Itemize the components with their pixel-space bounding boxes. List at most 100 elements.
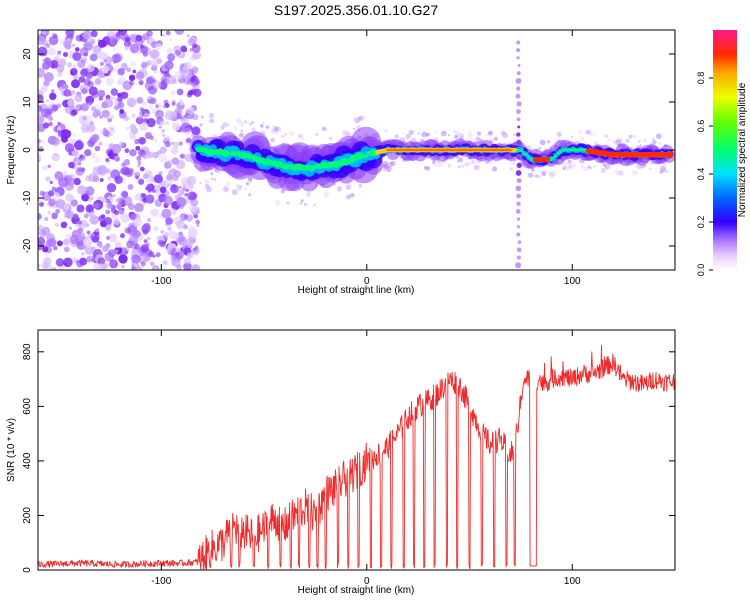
- noise-blob: [47, 47, 56, 56]
- noise-blob: [78, 76, 86, 83]
- noise-blob: [106, 235, 111, 240]
- noise-blob: [155, 252, 161, 258]
- noise-blob: [70, 90, 76, 95]
- noise-blob: [85, 204, 94, 213]
- ridge-scatter: [464, 156, 468, 160]
- noise-blob: [67, 99, 74, 107]
- noise-blob: [49, 180, 53, 185]
- noise-blob: [142, 153, 146, 158]
- noise-blob: [117, 79, 123, 85]
- noise-blob: [124, 36, 131, 43]
- ridge-scatter: [402, 132, 405, 135]
- noise-blob: [125, 126, 130, 131]
- noise-blob: [48, 198, 59, 209]
- ridge-scatter: [461, 165, 464, 168]
- noise-blob: [175, 159, 186, 170]
- noise-blob: [89, 38, 96, 45]
- noise-blob: [86, 230, 91, 235]
- noise-blob: [130, 81, 136, 87]
- ridge-blob: [529, 158, 533, 162]
- noise-blob: [192, 44, 201, 53]
- noise-blob: [129, 133, 136, 141]
- ridge-scatter: [270, 137, 275, 143]
- noise-blob: [63, 40, 72, 49]
- noise-blob: [158, 171, 163, 176]
- noise-blob: [119, 233, 126, 239]
- noise-blob: [178, 141, 183, 146]
- ridge-scatter: [643, 139, 647, 142]
- ridge-scatter: [354, 117, 361, 124]
- ridge-scatter: [488, 134, 492, 137]
- noise-blob: [155, 104, 159, 108]
- snr-plot-area: [38, 344, 675, 570]
- noise-blob: [106, 77, 114, 86]
- noise-blob: [159, 146, 167, 154]
- noise-blob: [105, 198, 110, 204]
- noise-blob: [72, 257, 77, 263]
- colorbar-tick-label: 0.6: [696, 120, 706, 133]
- noise-blob: [192, 50, 202, 60]
- noise-blob: [134, 138, 140, 145]
- noise-blob: [73, 133, 77, 137]
- noise-blob: [42, 122, 50, 129]
- noise-blob: [133, 263, 138, 268]
- noise-blob: [190, 55, 196, 61]
- ridge-scatter: [350, 193, 355, 198]
- noise-blob: [179, 63, 188, 71]
- noise-blob: [190, 89, 197, 95]
- noise-blob: [135, 175, 139, 180]
- snr-frame: [37, 329, 676, 571]
- ridge-scatter: [656, 133, 662, 139]
- y-tick-label: 10: [22, 96, 33, 108]
- ridge-scatter: [346, 194, 352, 200]
- stripe-dot: [516, 201, 521, 206]
- noise-blob: [102, 129, 110, 137]
- noise-blob: [108, 43, 112, 47]
- ridge-scatter: [394, 134, 399, 139]
- stripe-dot: [516, 71, 521, 76]
- noise-blob: [98, 96, 104, 101]
- noise-blob: [73, 64, 77, 68]
- noise-blob: [70, 109, 77, 117]
- noise-blob: [164, 60, 174, 70]
- noise-blob: [174, 108, 180, 114]
- noise-blob: [177, 236, 188, 246]
- x-tick-label: 0: [364, 276, 370, 287]
- noise-blob: [41, 226, 51, 236]
- noise-blob: [97, 71, 105, 79]
- noise-blob: [117, 30, 128, 36]
- stripe-dot: [516, 162, 522, 168]
- ridge-scatter: [408, 129, 414, 136]
- y-tick-label: 400: [22, 452, 33, 469]
- noise-blob: [49, 60, 59, 69]
- noise-blob: [175, 171, 181, 177]
- noise-blob: [51, 104, 59, 112]
- noise-blob: [122, 80, 133, 91]
- ridge-scatter: [466, 161, 471, 167]
- noise-blob: [168, 224, 171, 228]
- ridge-scatter: [235, 118, 238, 121]
- colorbar-label: Normalized spectral amplitude: [737, 82, 748, 217]
- noise-blob: [44, 57, 51, 64]
- noise-blob: [137, 160, 142, 165]
- stripe-dot: [515, 262, 522, 269]
- y-tick-label: 600: [22, 398, 33, 415]
- noise-blob: [77, 185, 87, 195]
- stripe-dot: [515, 170, 522, 176]
- noise-blob: [191, 264, 200, 270]
- noise-blob: [38, 229, 47, 238]
- ridge-scatter: [383, 161, 389, 167]
- noise-blob: [80, 57, 87, 64]
- ridge-scatter: [352, 127, 356, 130]
- ridge-scatter: [441, 130, 447, 137]
- stripe-dot: [517, 125, 521, 129]
- noise-blob: [190, 198, 199, 207]
- noise-blob: [158, 125, 162, 129]
- noise-blob: [167, 75, 177, 85]
- noise-blob: [162, 104, 167, 109]
- ridge-scatter: [467, 133, 473, 139]
- colorbar-gradient: [713, 30, 737, 270]
- noise-blob: [45, 43, 51, 48]
- noise-blob: [97, 39, 107, 48]
